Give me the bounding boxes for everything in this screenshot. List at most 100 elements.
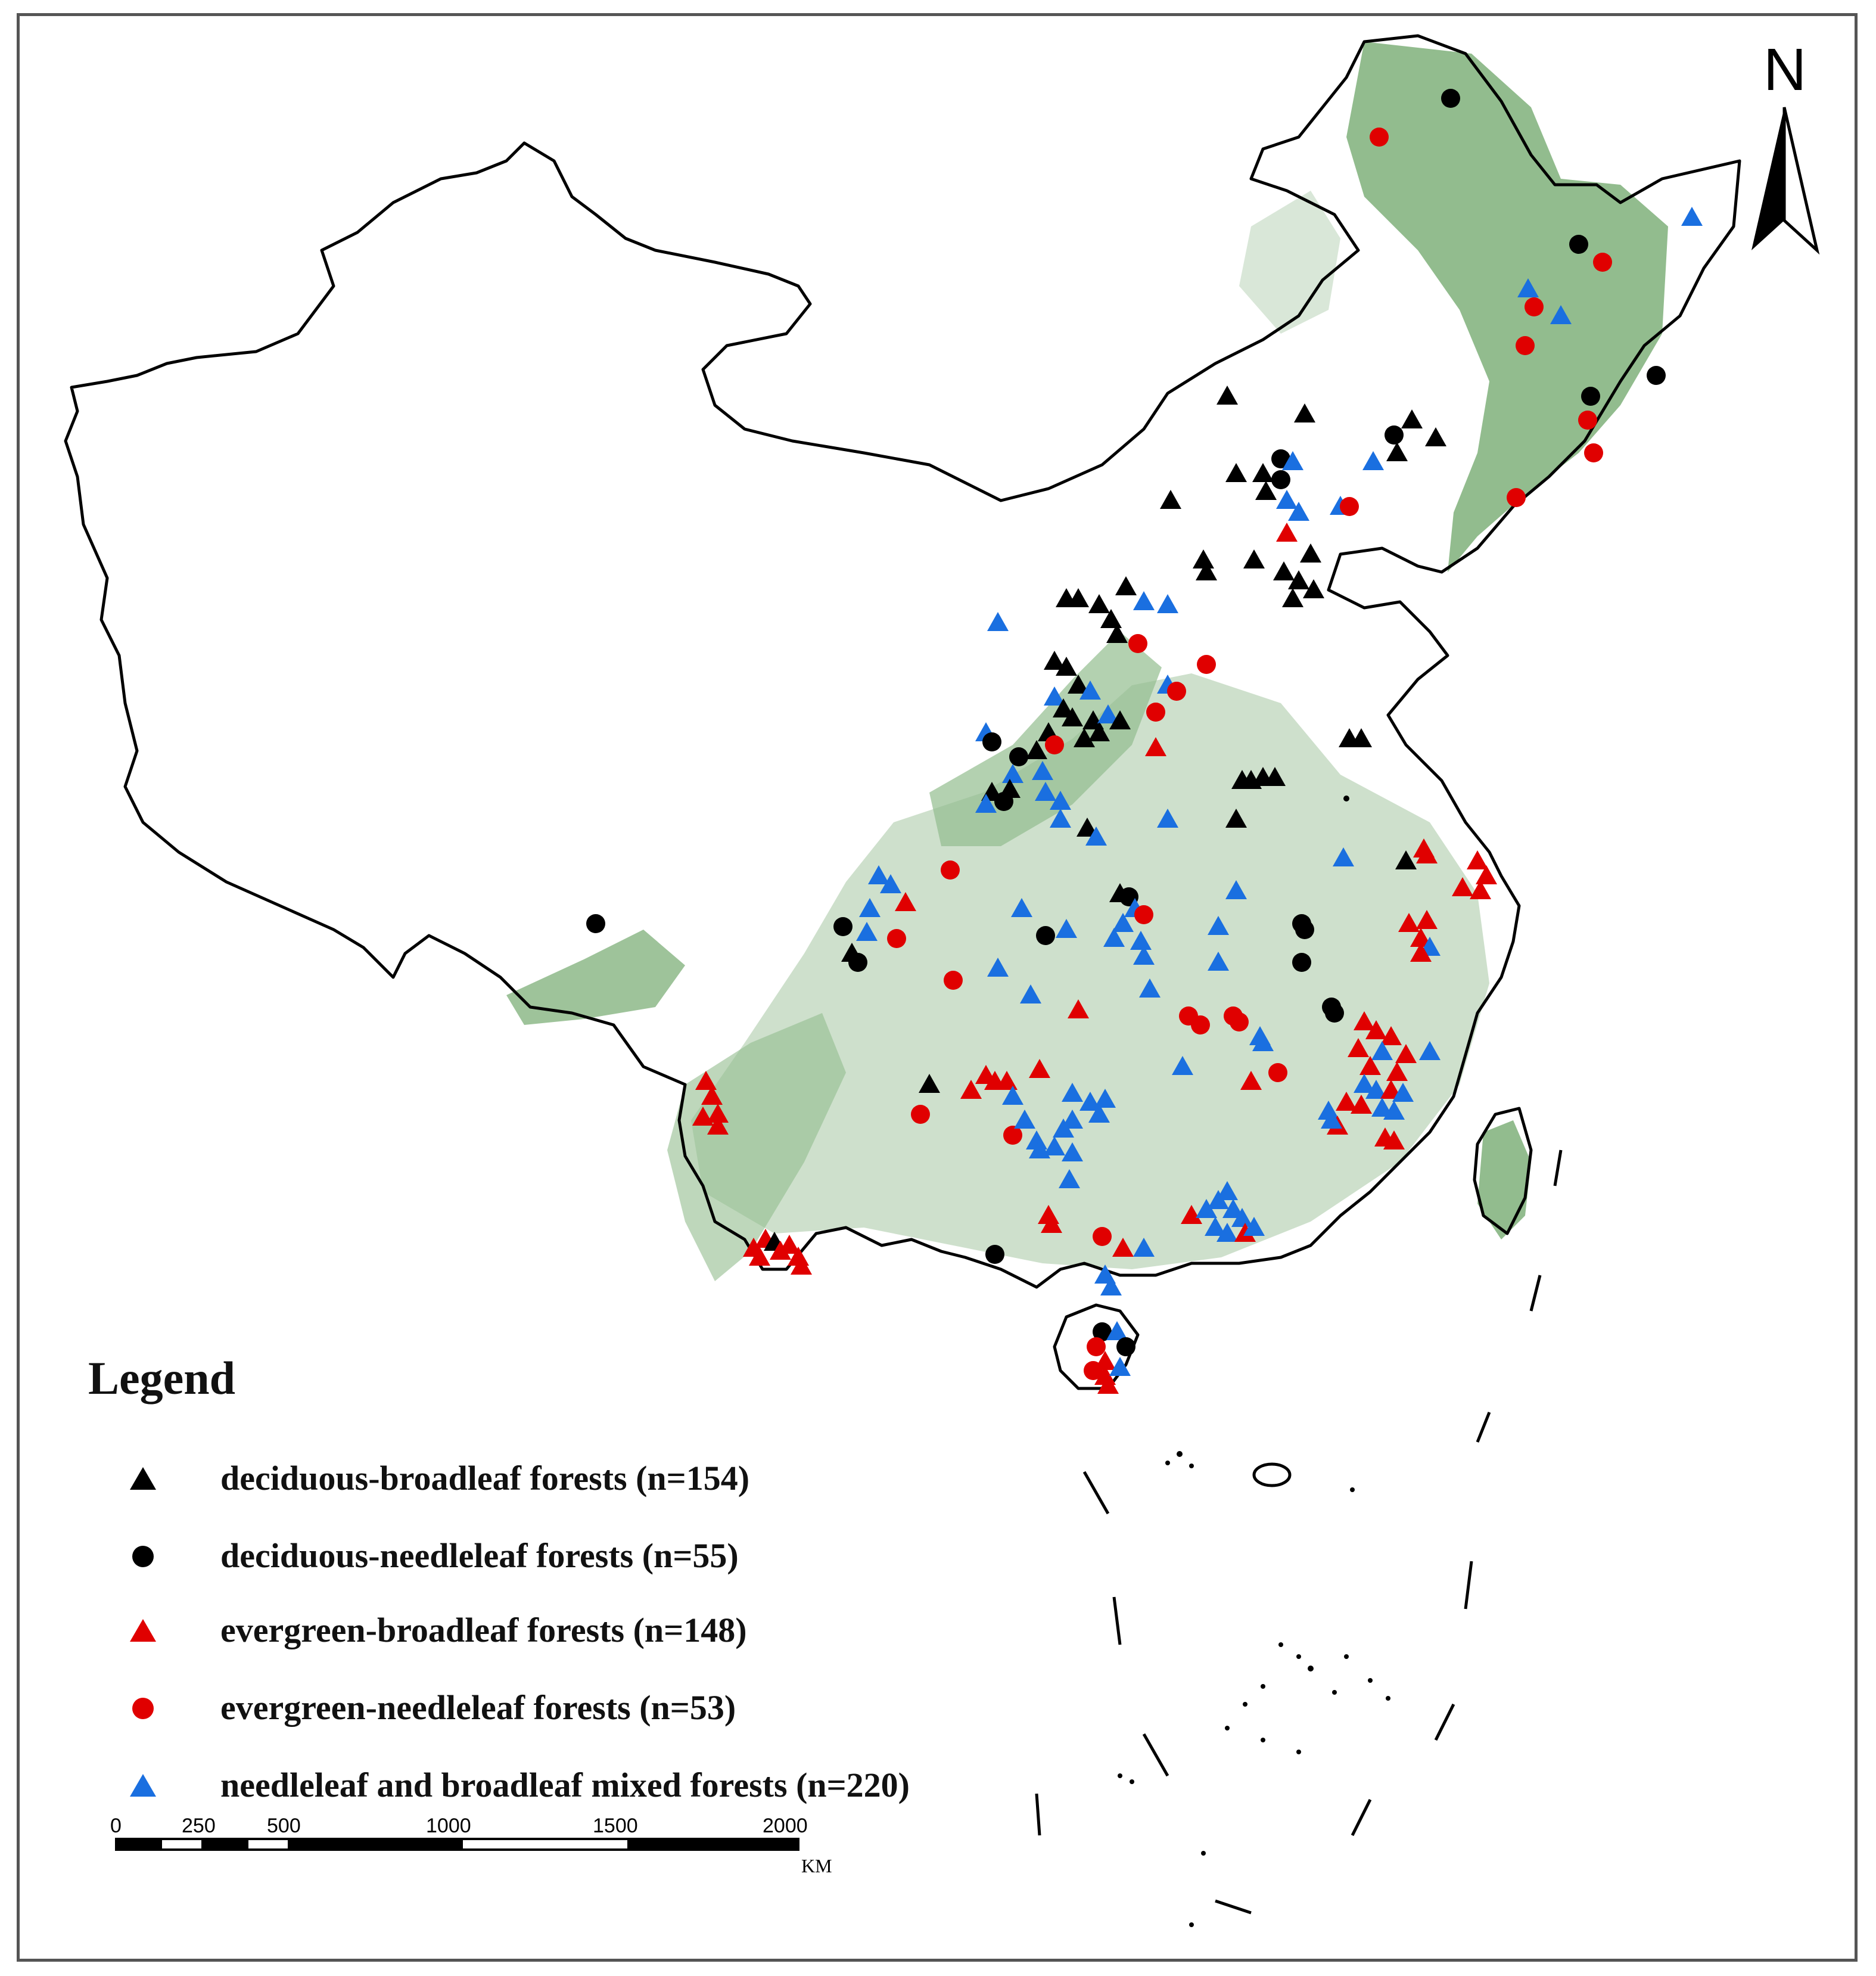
- red-triangle-icon: [130, 1619, 156, 1642]
- blue-triangle-site-marker: [1172, 1056, 1193, 1075]
- red-triangle-site-marker: [1068, 999, 1089, 1018]
- scale-tick-label: 500: [267, 1815, 301, 1837]
- red-triangle-site-marker: [695, 1071, 717, 1090]
- blue-triangle-site-marker: [1059, 1169, 1080, 1188]
- black-triangle-site-marker: [1193, 549, 1214, 568]
- red-triangle-site-marker: [1410, 943, 1432, 962]
- blue-triangle-site-marker: [1392, 1083, 1414, 1102]
- scale-tick-label: 1000: [426, 1815, 471, 1837]
- red-triangle-site-marker: [1097, 1375, 1119, 1394]
- black-triangle-site-marker: [1288, 570, 1309, 589]
- black-triangle-site-marker: [1303, 579, 1324, 598]
- blue-triangle-site-marker: [1062, 1110, 1083, 1129]
- black-triangle-site-marker: [1044, 651, 1065, 670]
- blue-triangle-site-marker: [1056, 919, 1077, 938]
- blue-triangle-site-marker: [1109, 1357, 1131, 1376]
- legend-item-evergreen-needleleaf: evergreen-needleleaf forests (n=53): [125, 1677, 736, 1737]
- blue-triangle-site-marker: [1088, 1104, 1110, 1123]
- blue-triangle-site-marker: [856, 922, 878, 941]
- legend-title: Legend: [88, 1352, 236, 1404]
- red-triangle-site-marker: [1351, 1095, 1372, 1114]
- blue-triangle-site-marker: [1288, 502, 1309, 521]
- blue-triangle-site-marker: [1333, 847, 1354, 866]
- forest-sites: [586, 89, 1703, 1394]
- red-triangle-site-marker: [749, 1247, 770, 1266]
- red-triangle-site-marker: [1181, 1205, 1202, 1224]
- red-circle-site-marker: [941, 860, 960, 880]
- black-triangle-site-marker: [1088, 594, 1110, 613]
- black-circle-icon: [132, 1546, 154, 1567]
- blue-triangle-site-marker: [1029, 1139, 1050, 1158]
- black-circle-site-marker: [833, 917, 853, 936]
- blue-triangle-site-marker: [1321, 1110, 1342, 1129]
- red-triangle-site-marker: [1354, 1011, 1375, 1030]
- blue-triangle-site-marker: [1014, 1110, 1035, 1129]
- red-triangle-site-marker: [1348, 1038, 1369, 1057]
- blue-triangle-site-marker: [1020, 984, 1041, 1003]
- black-circle-site-marker: [848, 953, 867, 972]
- red-triangle-site-marker: [1041, 1214, 1062, 1233]
- north-label: N: [1763, 36, 1807, 103]
- red-triangle-site-marker: [770, 1241, 791, 1260]
- black-triangle-site-marker: [1395, 850, 1417, 869]
- blue-triangle-site-marker: [1217, 1223, 1238, 1242]
- red-triangle-site-marker: [1234, 1223, 1256, 1242]
- north-arrow-icon: [1751, 107, 1820, 255]
- blue-triangle-site-marker: [880, 874, 901, 893]
- black-circle-site-marker: [994, 792, 1013, 811]
- red-triangle-site-marker: [1276, 523, 1298, 542]
- blue-triangle-site-marker: [1681, 207, 1703, 226]
- red-circle-site-marker: [1045, 735, 1064, 754]
- black-triangle-site-marker: [1351, 728, 1372, 747]
- red-circle-site-marker: [1525, 297, 1544, 316]
- blue-triangle-site-marker: [975, 794, 997, 813]
- black-triangle-site-marker: [1294, 403, 1315, 422]
- black-triangle-site-marker: [1106, 624, 1128, 643]
- scale-bar-graphic: [115, 1838, 799, 1851]
- blue-triangle-site-marker: [1139, 978, 1161, 998]
- blue-triangle-site-marker: [1362, 451, 1384, 470]
- black-triangle-site-marker: [1077, 818, 1098, 837]
- red-triangle-site-marker: [1336, 1092, 1357, 1111]
- black-triangle-site-marker: [1225, 809, 1247, 828]
- black-triangle-site-marker: [1100, 609, 1122, 628]
- black-circle-site-marker: [1647, 366, 1666, 385]
- scale-tick-label: 1500: [593, 1815, 638, 1837]
- red-triangle-site-marker: [707, 1116, 729, 1135]
- blue-triangle-site-marker: [1365, 1080, 1387, 1099]
- blue-triangle-site-marker: [1419, 1041, 1441, 1060]
- black-triangle-site-marker: [1115, 576, 1137, 595]
- blue-triangle-site-marker: [1276, 490, 1298, 509]
- black-triangle-site-marker: [1255, 481, 1277, 500]
- blue-triangle-site-marker: [1032, 761, 1053, 780]
- black-circle-site-marker: [1581, 387, 1600, 406]
- red-circle-site-marker: [1128, 634, 1147, 653]
- blue-triangle-site-marker: [1225, 880, 1247, 899]
- black-circle-site-marker: [1271, 449, 1290, 468]
- blue-triangle-site-marker: [1044, 1136, 1065, 1155]
- red-circle-site-marker: [1268, 1063, 1287, 1082]
- red-circle-site-marker: [1191, 1015, 1210, 1034]
- red-circle-site-marker: [1084, 1361, 1103, 1380]
- blue-triangle-site-marker: [1133, 591, 1155, 610]
- black-triangle-site-marker: [919, 1074, 940, 1093]
- blue-triangle-site-marker: [1103, 928, 1125, 947]
- red-triangle-site-marker: [707, 1104, 729, 1123]
- scale-tick-label: 250: [182, 1815, 216, 1837]
- black-triangle-site-marker: [1074, 728, 1095, 747]
- red-circle-site-marker: [1230, 1012, 1249, 1032]
- blue-triangle-site-marker: [1085, 827, 1107, 846]
- black-triangle-site-marker: [1196, 561, 1217, 580]
- blue-triangle-site-marker: [1133, 1238, 1155, 1257]
- black-circle-site-marker: [1271, 470, 1290, 489]
- black-circle-site-marker: [1325, 1003, 1344, 1023]
- red-triangle-site-marker: [701, 1086, 723, 1105]
- blue-triangle-site-marker: [1157, 594, 1178, 613]
- black-circle-site-marker: [1036, 926, 1055, 945]
- black-circle-site-marker: [1116, 1337, 1135, 1356]
- red-triangle-site-marker: [1416, 910, 1438, 929]
- blue-triangle-site-marker: [1097, 704, 1119, 723]
- blue-triangle-site-marker: [987, 958, 1009, 977]
- legend-label: evergreen-broadleaf forests (n=148): [220, 1610, 747, 1649]
- blue-triangle-site-marker: [859, 898, 881, 917]
